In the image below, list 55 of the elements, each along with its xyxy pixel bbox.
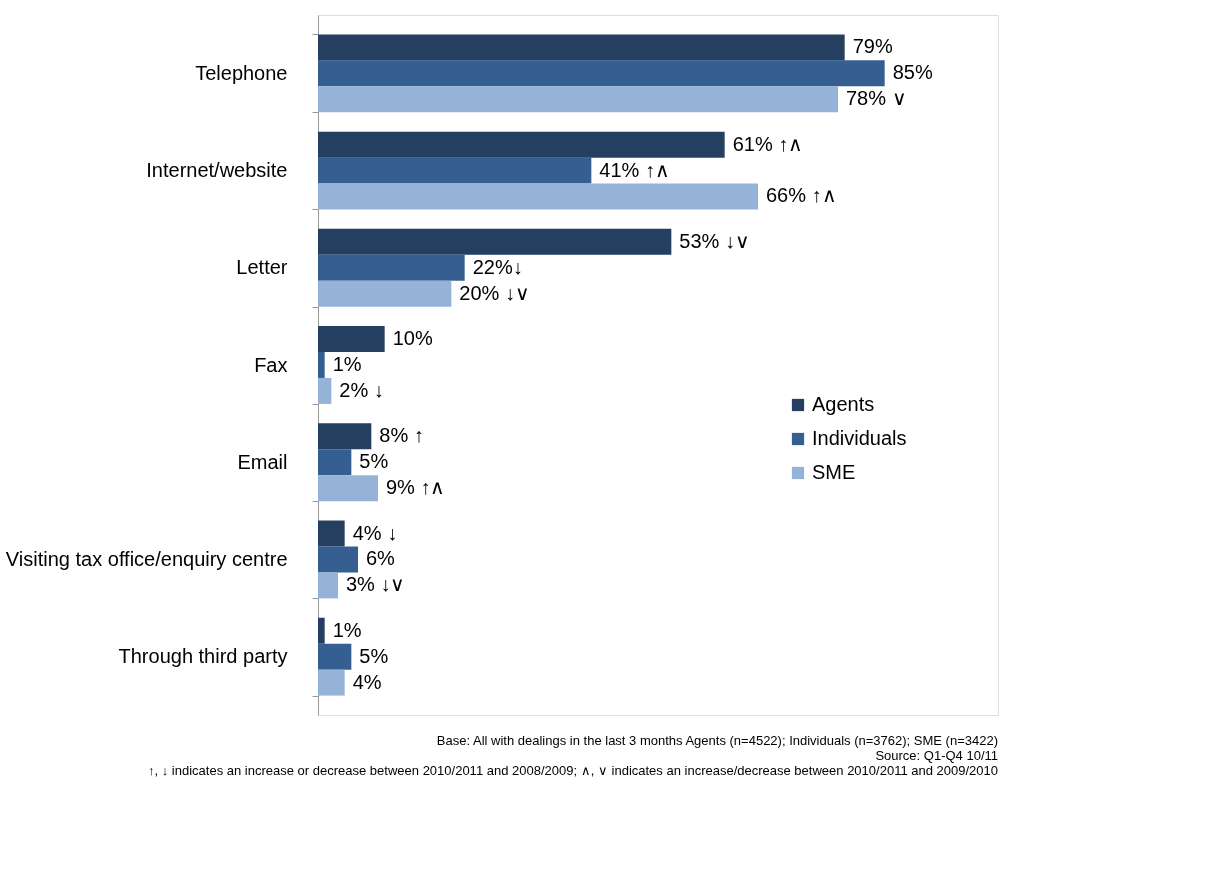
- bar: [318, 280, 452, 307]
- bar: [318, 449, 352, 476]
- bar: [318, 520, 345, 547]
- bar: [318, 60, 885, 87]
- bar: [318, 475, 378, 502]
- bar: [318, 669, 345, 696]
- data-label: 22%↓: [472, 255, 523, 278]
- legend-label: Agents: [812, 393, 875, 415]
- data-label: 20% ↓∨: [459, 281, 530, 304]
- data-label: 3% ↓∨: [346, 573, 406, 596]
- data-label: 61% ↑∧: [732, 132, 804, 155]
- text: ↑, ↓ indicates an increase or decrease between 2010/2011 and 2008/2009; ∧, ∨ indicates an increase/decrease between 2010/2011 and 2009/2010: [148, 763, 998, 778]
- data-label: 66% ↑∧: [766, 184, 837, 207]
- data-label: 4% ↓: [352, 521, 398, 544]
- bar: [318, 131, 725, 158]
- bar: [318, 377, 332, 404]
- bar: [318, 617, 325, 644]
- y-tick-label: Telephone: [195, 61, 288, 84]
- data-label: 6%: [366, 547, 396, 570]
- source-note: Source: Q1-Q4 10/11: [875, 748, 998, 763]
- y-tick-label: Through third party: [118, 645, 288, 668]
- legend-label: Individuals: [812, 427, 907, 449]
- legend-label: SME: [812, 461, 856, 483]
- y-tick-label: Letter: [236, 256, 288, 279]
- bar: [318, 183, 758, 210]
- data-label: 5%: [359, 450, 389, 473]
- bar: [318, 157, 592, 184]
- y-tick-label: Internet/website: [146, 159, 288, 182]
- bar: [318, 228, 672, 255]
- data-label: 41% ↑∧: [599, 158, 670, 181]
- data-label: 1%: [332, 618, 362, 641]
- data-label: 85%: [892, 61, 933, 84]
- bar: [318, 254, 465, 281]
- data-label: 79%: [852, 35, 893, 58]
- bar: [318, 643, 352, 670]
- data-label: 4%: [352, 670, 382, 693]
- bar: [318, 86, 838, 113]
- bar: [318, 546, 358, 573]
- text: Base: All with dealings in the last 3 months Agents (n=4522); Individuals (n=3762); SME (n=3422): [436, 733, 998, 748]
- bar: [318, 34, 845, 61]
- data-label: 5%: [359, 644, 389, 667]
- y-tick-label: Email: [237, 450, 288, 473]
- data-label: 1%: [332, 353, 362, 375]
- bar: [318, 326, 385, 353]
- bar: [318, 423, 372, 450]
- data-label: 10%: [392, 327, 433, 350]
- data-label: 2% ↓: [339, 378, 384, 401]
- bar: [318, 572, 338, 599]
- y-tick-label: Visiting tax office/enquiry centre: [5, 547, 288, 570]
- bar: [318, 352, 325, 378]
- data-label: 9% ↑∧: [386, 476, 446, 499]
- y-tick-label: Fax: [254, 353, 288, 376]
- data-label: 53% ↓∨: [679, 229, 750, 252]
- data-label: 8% ↑: [379, 424, 424, 447]
- data-label: 78% ∨: [846, 87, 907, 110]
